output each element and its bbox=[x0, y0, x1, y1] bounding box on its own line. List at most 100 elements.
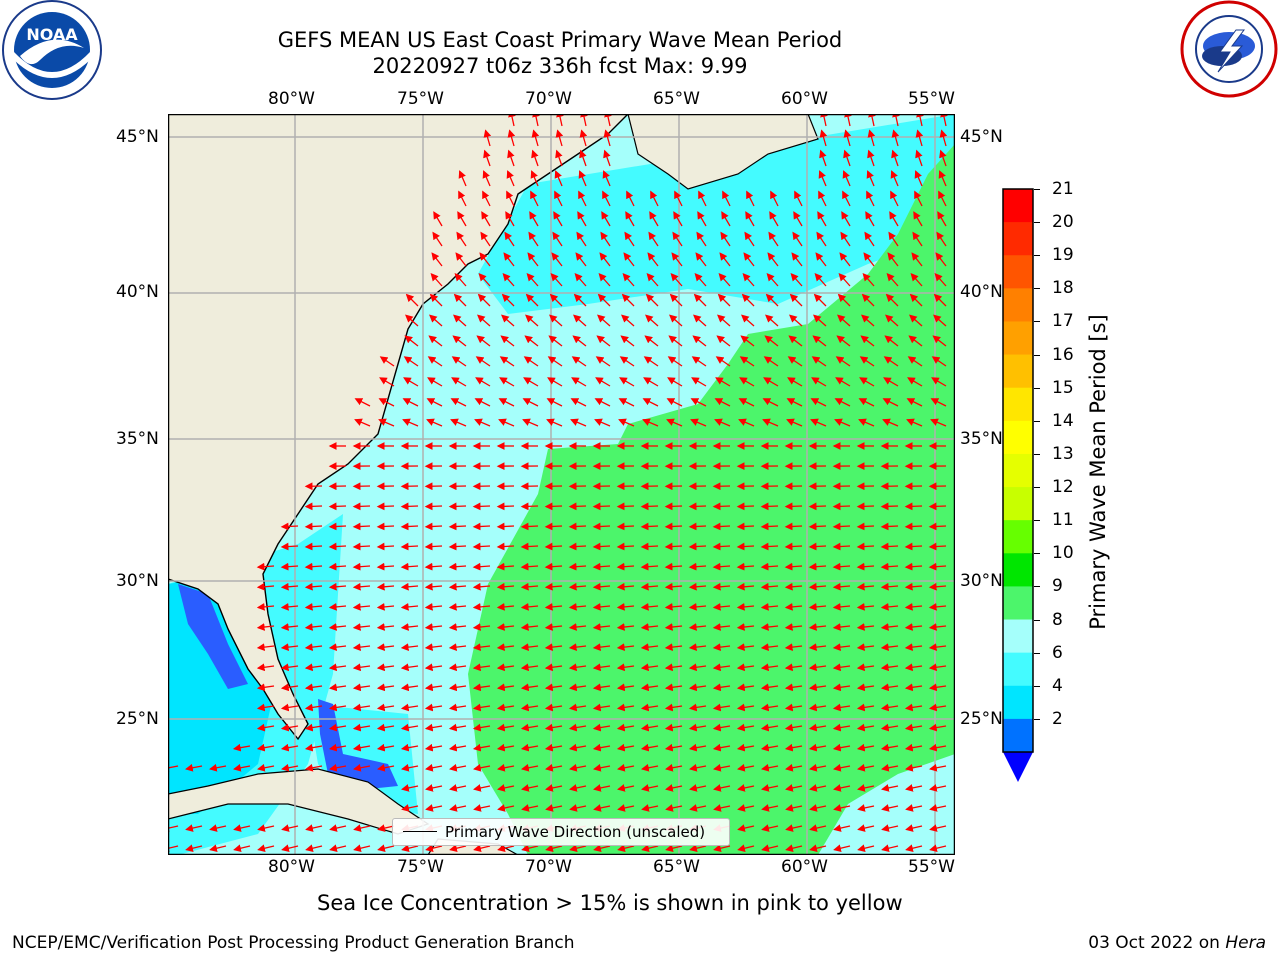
wave-arrow bbox=[376, 522, 395, 531]
colorbar-segment bbox=[1003, 321, 1033, 356]
wave-arrow bbox=[690, 418, 707, 427]
wave-arrow bbox=[504, 231, 515, 247]
wave-arrow bbox=[928, 683, 947, 692]
wave-arrow bbox=[736, 502, 755, 511]
wave-arrow bbox=[939, 129, 948, 147]
wave-arrow bbox=[592, 502, 611, 511]
colorbar-segment bbox=[1003, 520, 1033, 554]
wave-arrow bbox=[354, 398, 371, 407]
wave-arrow bbox=[424, 522, 443, 531]
wave-arrow bbox=[910, 273, 923, 287]
wave-arrow bbox=[402, 418, 419, 427]
wave-arrow bbox=[424, 723, 443, 732]
wave-arrow bbox=[256, 703, 275, 712]
wave-arrow bbox=[890, 190, 899, 207]
wave-arrow bbox=[376, 683, 395, 692]
wave-arrow bbox=[502, 273, 515, 287]
wave-arrow bbox=[664, 562, 683, 571]
wave-arrow bbox=[762, 398, 779, 407]
wave-arrow bbox=[497, 784, 515, 792]
wave-arrow bbox=[736, 683, 755, 692]
wave-arrow bbox=[521, 844, 539, 852]
lat-label-left-45n: 45°N bbox=[116, 127, 159, 147]
wave-map bbox=[168, 114, 955, 855]
wave-arrow bbox=[689, 784, 707, 792]
wave-arrow bbox=[718, 273, 731, 287]
wave-arrow bbox=[233, 844, 251, 852]
wave-arrow bbox=[694, 273, 707, 287]
colorbar-tick-mark bbox=[1034, 652, 1040, 654]
wave-arrow bbox=[712, 683, 731, 692]
wave-arrow bbox=[791, 252, 803, 267]
wave-arrow bbox=[668, 335, 683, 347]
wave-arrow bbox=[551, 252, 563, 267]
wave-arrow bbox=[527, 252, 539, 267]
wave-arrow bbox=[233, 763, 251, 772]
wave-arrow bbox=[761, 844, 779, 852]
wave-arrow bbox=[863, 252, 875, 267]
wave-arrow bbox=[717, 314, 731, 327]
wave-arrow bbox=[448, 743, 467, 752]
wave-arrow bbox=[934, 273, 947, 287]
wave-arrow bbox=[430, 273, 443, 287]
wave-arrow bbox=[816, 231, 827, 247]
wave-arrow bbox=[425, 784, 443, 792]
wave-arrow bbox=[426, 398, 443, 407]
wave-arrow bbox=[496, 542, 515, 551]
wave-arrow bbox=[448, 703, 467, 712]
wave-arrow bbox=[595, 356, 611, 367]
wave-arrow bbox=[520, 723, 539, 732]
wave-arrow bbox=[616, 643, 635, 652]
wave-arrow bbox=[761, 824, 779, 832]
wave-arrow bbox=[520, 643, 539, 652]
wave-arrow bbox=[698, 190, 707, 207]
wave-arrow bbox=[760, 743, 779, 752]
wave-arrow bbox=[719, 252, 731, 267]
wave-arrow bbox=[906, 398, 923, 407]
wave-arrow bbox=[814, 273, 827, 287]
wave-arrow bbox=[354, 418, 371, 427]
wave-arrow bbox=[737, 763, 755, 772]
wave-arrow bbox=[593, 784, 611, 792]
wave-arrow bbox=[746, 190, 755, 207]
wave-arrow bbox=[741, 293, 755, 307]
wave-arrow bbox=[400, 743, 419, 752]
wave-arrow bbox=[376, 743, 395, 752]
wave-arrow bbox=[571, 377, 587, 387]
wave-arrow bbox=[738, 418, 755, 427]
wave-arrow bbox=[859, 377, 875, 387]
wave-arrow bbox=[832, 522, 851, 531]
wave-arrow bbox=[880, 663, 899, 672]
wave-arrow bbox=[715, 356, 731, 367]
wave-arrow bbox=[714, 418, 731, 427]
wave-arrow bbox=[616, 683, 635, 692]
wave-arrow bbox=[688, 542, 707, 551]
wave-arrow bbox=[280, 542, 299, 551]
wave-arrow bbox=[856, 582, 875, 591]
wave-arrow bbox=[928, 542, 947, 551]
wave-arrow bbox=[712, 703, 731, 712]
wave-arrow bbox=[666, 398, 683, 407]
wave-arrow bbox=[456, 231, 467, 247]
colorbar-segment bbox=[1003, 255, 1033, 289]
wave-arrow bbox=[457, 211, 467, 227]
wave-arrow bbox=[928, 663, 947, 672]
wave-arrow bbox=[209, 844, 227, 852]
wave-arrow bbox=[928, 603, 947, 611]
wave-arrow bbox=[400, 643, 419, 652]
wave-arrow bbox=[304, 643, 323, 652]
wave-arrow bbox=[482, 170, 491, 187]
wave-arrow bbox=[257, 763, 275, 772]
wave-arrow bbox=[424, 582, 443, 591]
wave-arrow bbox=[688, 743, 707, 752]
wave-arrow bbox=[472, 522, 491, 531]
wave-arrow bbox=[524, 335, 539, 347]
wave-arrow bbox=[736, 743, 755, 752]
wave-arrow bbox=[664, 502, 683, 511]
wave-arrow bbox=[404, 335, 419, 347]
wave-arrow bbox=[597, 293, 611, 307]
wave-arrow bbox=[593, 804, 611, 812]
wave-arrow bbox=[530, 170, 539, 187]
wave-arrow bbox=[832, 683, 851, 692]
wave-arrow bbox=[784, 502, 803, 511]
